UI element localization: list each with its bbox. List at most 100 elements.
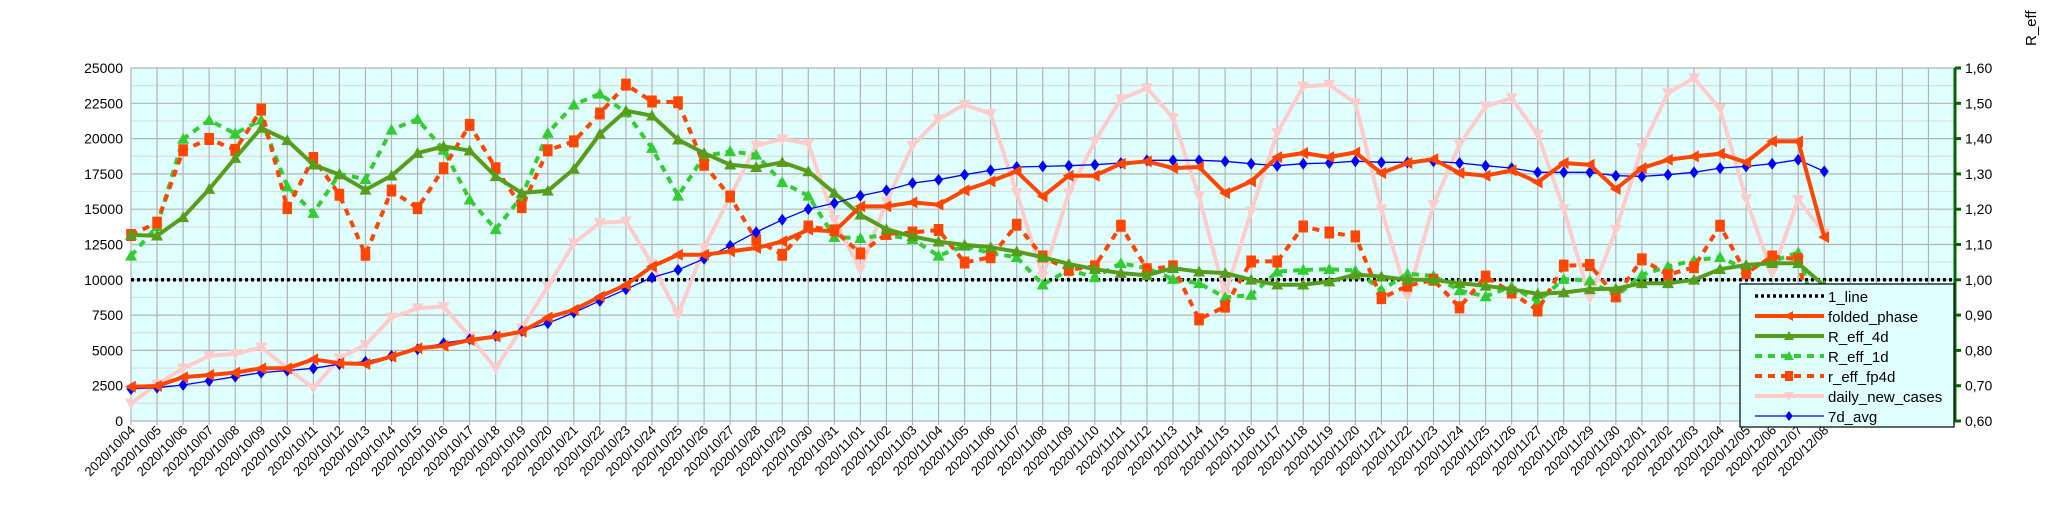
data-point-R_eff_4d	[750, 161, 763, 172]
data-point-daily_new_cases	[906, 140, 919, 152]
data-point-daily_new_cases	[1479, 101, 1492, 113]
data-point-daily_new_cases	[1635, 143, 1648, 154]
data-point-R_eff_4d	[880, 223, 893, 235]
data-point-folded_phase	[1531, 176, 1543, 189]
data-point-r_eff_fp4d	[1272, 255, 1282, 268]
data-point-R_eff_1d	[1661, 260, 1674, 272]
data-point-folded_phase	[203, 368, 214, 381]
data-point-folded_phase	[359, 357, 371, 370]
data-point-R_eff_1d	[1557, 273, 1570, 284]
data-point-folded_phase	[1245, 175, 1256, 188]
data-point-R_eff_4d	[1349, 268, 1362, 280]
data-point-R_eff_4d	[802, 165, 815, 177]
data-point-R_eff_1d	[463, 193, 476, 205]
data-point-folded_phase	[1688, 150, 1699, 163]
data-point-7d_avg	[1298, 157, 1308, 170]
y-left-tick-label: 22500	[84, 95, 123, 111]
data-point-R_eff_1d	[593, 87, 606, 99]
data-point-R_eff_1d	[1114, 257, 1127, 269]
legend-marker	[1785, 411, 1793, 421]
data-point-R_eff_1d	[1635, 268, 1648, 280]
data-point-R_eff_1d	[1245, 288, 1258, 300]
data-point-R_eff_4d	[1167, 262, 1179, 273]
data-point-R_eff_4d	[828, 186, 841, 198]
data-point-folded_phase	[1114, 157, 1126, 170]
data-point-folded_phase	[1583, 158, 1595, 171]
data-point-R_eff_4d	[177, 211, 190, 223]
data-point-7d_avg	[308, 362, 318, 375]
data-point-7d_avg	[1168, 154, 1178, 167]
legend-label: 1_line	[1828, 289, 1868, 306]
data-point-r_eff_fp4d	[1637, 253, 1647, 266]
data-point-daily_new_cases	[1740, 194, 1753, 206]
data-point-folded_phase	[1557, 157, 1569, 170]
data-point-r_eff_fp4d	[1116, 219, 1126, 232]
data-point-R_eff_4d	[1323, 275, 1336, 287]
data-point-folded_phase	[307, 353, 319, 366]
legend-item-daily_new_cases: daily_new_cases	[1755, 389, 1942, 406]
data-point-daily_new_cases	[1271, 128, 1284, 139]
data-point-daily_new_cases	[1349, 98, 1362, 110]
data-point-r_eff_fp4d	[360, 248, 371, 261]
data-point-daily_new_cases	[1010, 188, 1023, 200]
y-left-tick-label: 17500	[84, 166, 123, 182]
data-point-r_eff_fp4d	[178, 144, 188, 157]
data-point-7d_avg	[908, 177, 917, 190]
data-point-r_eff_fp4d	[595, 107, 605, 120]
data-point-7d_avg	[1767, 157, 1777, 170]
data-point-R_eff_1d	[1479, 290, 1492, 302]
data-point-R_eff_4d	[1193, 265, 1206, 277]
data-point-r_eff_fp4d	[1011, 218, 1022, 231]
data-point-daily_new_cases	[1245, 206, 1258, 218]
data-point-R_eff_1d	[1323, 263, 1336, 275]
data-point-R_eff_4d	[1583, 283, 1596, 295]
data-point-R_eff_1d	[281, 180, 294, 192]
data-point-R_eff_4d	[203, 183, 216, 194]
legend-label: r_eff_fp4d	[1828, 369, 1895, 386]
data-point-folded_phase	[333, 357, 345, 370]
data-point-7d_avg	[1220, 155, 1230, 168]
data-point-folded_phase	[1297, 147, 1309, 160]
data-point-daily_new_cases	[567, 238, 580, 250]
data-point-7d_avg	[751, 226, 761, 239]
data-point-daily_new_cases	[489, 363, 502, 375]
data-point-7d_avg	[881, 184, 891, 197]
data-point-R_eff_4d	[593, 128, 606, 139]
data-point-R_eff_4d	[1219, 267, 1232, 278]
data-point-r_eff_fp4d	[464, 118, 475, 131]
data-point-7d_avg	[178, 378, 188, 391]
data-point-daily_new_cases	[1297, 81, 1310, 93]
data-point-daily_new_cases	[1114, 94, 1127, 106]
data-point-7d_avg	[960, 168, 970, 181]
data-point-r_eff_fp4d	[334, 188, 345, 201]
legend-label: folded_phase	[1828, 309, 1918, 326]
data-point-R_eff_4d	[1375, 270, 1388, 282]
data-point-daily_new_cases	[1792, 194, 1805, 206]
data-point-daily_new_cases	[385, 312, 398, 324]
data-point-daily_new_cases	[984, 108, 997, 120]
data-point-folded_phase	[229, 366, 240, 379]
data-point-R_eff_4d	[906, 230, 919, 242]
y-left-tick-label: 12500	[84, 237, 123, 253]
data-point-R_eff_4d	[1062, 257, 1075, 269]
data-point-R_eff_4d	[359, 183, 372, 195]
data-point-folded_phase	[255, 362, 267, 375]
data-point-daily_new_cases	[1688, 73, 1700, 85]
data-point-folded_phase	[1661, 153, 1673, 166]
data-point-folded_phase	[463, 333, 475, 346]
data-point-daily_new_cases	[203, 351, 216, 362]
data-point-daily_new_cases	[672, 310, 685, 321]
data-point-R_eff_1d	[672, 189, 685, 201]
data-point-R_eff_1d	[411, 113, 424, 124]
y-right-tick-label: 1,20	[1965, 201, 1992, 217]
data-point-R_eff_4d	[1114, 267, 1127, 278]
data-point-R_eff_1d	[1088, 271, 1101, 283]
data-point-daily_new_cases	[1375, 204, 1388, 216]
data-point-R_eff_4d	[1427, 273, 1440, 285]
data-point-daily_new_cases	[1167, 113, 1179, 124]
data-point-folded_phase	[776, 235, 788, 248]
data-point-R_eff_4d	[1609, 282, 1622, 294]
data-point-folded_phase	[724, 245, 735, 258]
data-point-R_eff_1d	[724, 145, 737, 157]
data-point-daily_new_cases	[1427, 199, 1440, 211]
